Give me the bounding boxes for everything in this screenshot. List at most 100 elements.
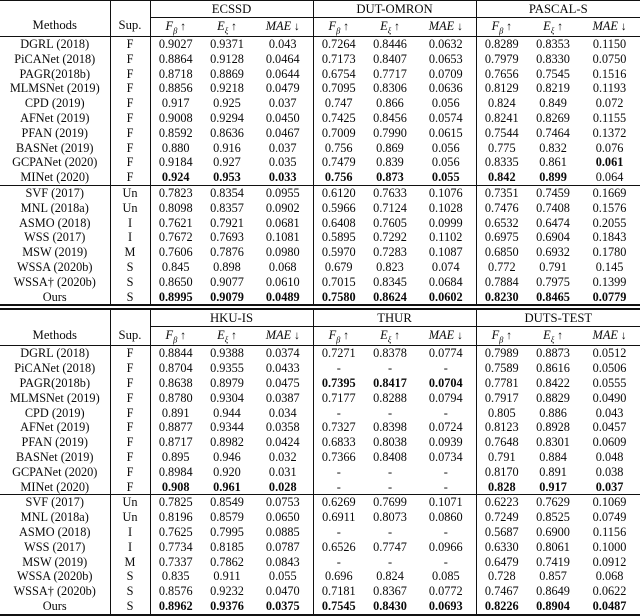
value-cell: 0.0753 <box>253 494 314 511</box>
sup-cell: F <box>110 361 151 376</box>
table-header: Methods Sup. HKU-IS THUR DUTS-TEST Fβ ↑ Eξ ↑ MA… <box>0 309 640 347</box>
value-cell: 0.8335 <box>484 155 519 170</box>
value-cell: - <box>336 479 341 494</box>
value-cell: 0.775 <box>487 140 516 155</box>
metric-subscript: β <box>499 334 504 345</box>
value-cell: 0.791 <box>539 259 567 274</box>
value-cell: - <box>416 554 477 570</box>
method-cell: WSS (2017) <box>0 539 111 555</box>
value-cell: 0.7648 <box>484 435 519 450</box>
value-cell: 0.8829 <box>536 390 570 405</box>
down-arrow-icon: ↓ <box>454 330 463 343</box>
value-cell: 0.033 <box>253 170 314 186</box>
value-cell: 0.7699 <box>364 494 417 511</box>
value-cell: 0.0681 <box>253 215 314 231</box>
metric-header: Fβ ↑ <box>476 326 528 347</box>
value-cell: 0.1399 <box>592 274 627 289</box>
value-cell: - <box>336 405 341 420</box>
value-cell: 0.9304 <box>210 390 244 405</box>
sup-cell: S <box>110 259 151 275</box>
value-cell: 0.7621 <box>158 215 193 230</box>
value-cell: 0.6223 <box>476 494 528 511</box>
value-cell: 0.7271 <box>321 346 356 361</box>
metric-subscript: β <box>173 25 178 36</box>
table-body: DGRL (2018) F 0.9027 0.9371 0.043 0.7264 0.844… <box>0 36 640 306</box>
value-cell: 0.6975 <box>484 230 519 245</box>
table-row: DGRL (2018) F 0.9027 0.9371 0.043 0.7264 0.844… <box>0 36 640 52</box>
sup-cell: I <box>110 215 151 231</box>
metric-symbol: MAE <box>428 19 455 33</box>
value-cell: 0.1576 <box>592 200 627 215</box>
value-cell: 0.0693 <box>416 598 477 615</box>
value-cell: 0.7408 <box>536 200 570 215</box>
method-cell: MINet (2020) <box>0 170 111 186</box>
metric-header: Fβ ↑ <box>313 17 364 37</box>
value-cell: 0.7479 <box>321 155 356 170</box>
value-cell: 0.6120 <box>313 184 364 201</box>
table-row: PFAN (2019) F 0.8592 0.8636 0.0467 0.7009 0.79… <box>0 125 640 141</box>
value-cell: 0.842 <box>487 170 516 185</box>
value-cell: 0.8873 <box>536 346 570 361</box>
value-cell: 0.0709 <box>416 66 477 82</box>
metric-subscript: ξ <box>550 25 555 36</box>
table-row: MINet (2020) F 0.924 0.953 0.033 0.756 0.873 0.… <box>0 170 640 186</box>
sup-cell: F <box>110 66 151 82</box>
value-cell: 0.857 <box>539 569 567 584</box>
value-cell: 0.6911 <box>322 510 356 525</box>
method-cell: BASNet (2019) <box>0 449 111 465</box>
method-cell: GCPANet (2020) <box>0 464 111 480</box>
value-cell: 0.8398 <box>373 420 407 435</box>
value-cell: 0.7589 <box>484 361 519 376</box>
value-cell: 0.884 <box>539 449 567 464</box>
value-cell: 0.891 <box>161 405 190 420</box>
value-cell: 0.0464 <box>253 51 314 67</box>
method-cell: CPD (2019) <box>0 96 111 111</box>
table-row: ASMO (2018) I 0.7621 0.7921 0.0681 0.6408 0.76… <box>0 215 640 231</box>
metric-symbol: MAE <box>592 19 618 33</box>
value-cell: 0.839 <box>376 155 404 170</box>
value-cell: 0.8576 <box>158 584 193 599</box>
metric-header: Eξ ↑ <box>201 326 253 347</box>
value-cell: 0.7425 <box>321 110 356 125</box>
value-cell: 0.1193 <box>592 81 627 96</box>
method-cell: SVF (2017) <box>0 494 111 511</box>
sup-cell: Un <box>110 494 151 511</box>
value-cell: 0.7656 <box>484 66 519 81</box>
value-cell: 0.8230 <box>484 289 519 304</box>
value-cell: 0.1076 <box>416 184 477 201</box>
table-row: WSS (2017) I 0.7734 0.8185 0.0787 0.6526 0.774… <box>0 539 640 555</box>
value-cell: 0.0450 <box>253 110 314 126</box>
value-cell: - <box>336 361 341 376</box>
value-cell: 0.6833 <box>321 435 356 450</box>
value-cell: 0.0512 <box>592 346 627 361</box>
value-cell: 0.074 <box>416 259 477 275</box>
sup-cell: F <box>110 36 151 52</box>
value-cell: 0.7876 <box>210 245 244 260</box>
metric-header: MAE ↓ <box>416 17 477 37</box>
value-cell: 0.953 <box>213 170 241 185</box>
sup-cell: I <box>110 539 151 555</box>
table-row: MSW (2019) M 0.7337 0.7862 0.0843- - -0.6479 0.… <box>0 554 640 570</box>
dataset-header: DUTS-TEST <box>476 309 640 328</box>
value-cell: 0.0506 <box>592 361 627 376</box>
sup-cell: F <box>110 96 151 111</box>
sup-cell: F <box>110 140 151 156</box>
value-cell: 0.0358 <box>253 420 314 436</box>
value-cell: 0.1069 <box>579 494 640 511</box>
benchmark-table-ecssd-dutomron-pascals: Methods Sup. ECSSD DUT-OMRON PASCAL-S Fβ ↑ Eξ … <box>0 0 640 307</box>
value-cell: 0.8170 <box>484 464 519 479</box>
method-cell: WSS (2017) <box>0 230 111 246</box>
value-cell: 0.1028 <box>416 200 477 216</box>
method-cell: MLMSNet (2019) <box>0 81 111 97</box>
value-cell: 0.8354 <box>201 184 253 201</box>
methods-column-header: Methods <box>0 309 111 347</box>
value-cell: 0.835 <box>161 569 190 584</box>
sup-cell: Un <box>110 184 151 201</box>
value-cell: 0.8465 <box>536 289 570 304</box>
method-cell: Ours <box>0 598 111 615</box>
metric-symbol: F <box>165 19 174 33</box>
value-cell: 0.0794 <box>416 390 477 406</box>
value-cell: 0.7825 <box>150 494 201 511</box>
metric-header: MAE ↓ <box>253 326 314 347</box>
value-cell: 0.0843 <box>253 554 314 570</box>
